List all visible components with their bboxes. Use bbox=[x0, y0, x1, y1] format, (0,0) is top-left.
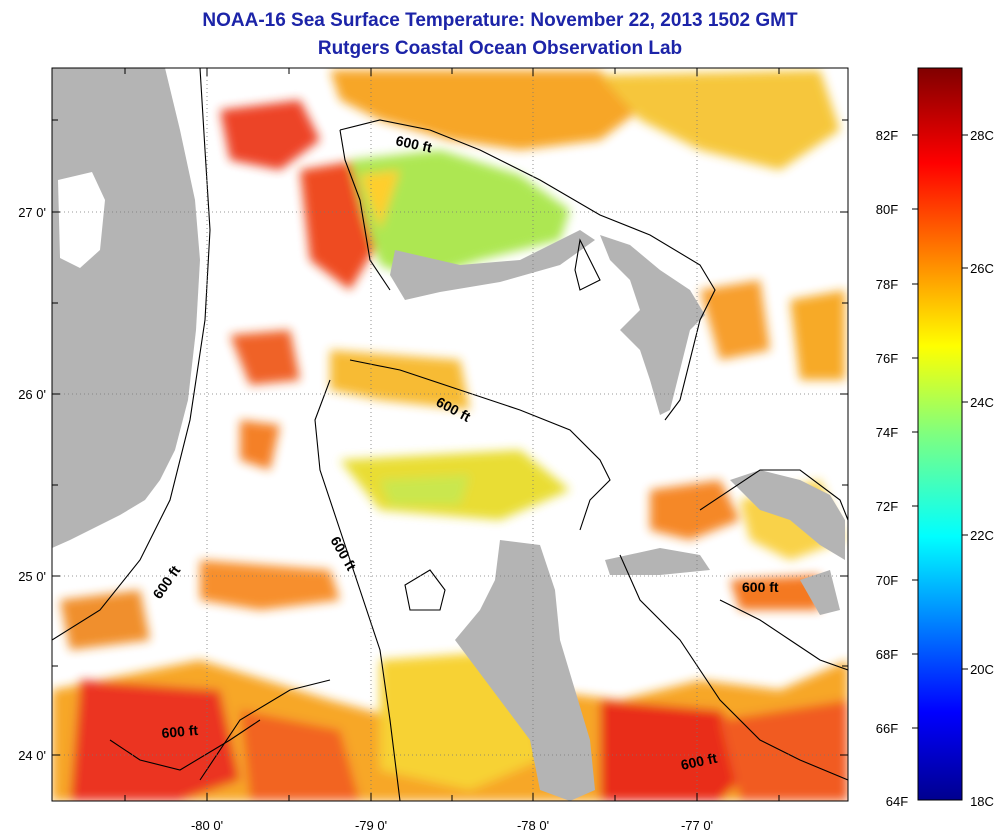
contour-label: 600 ft bbox=[679, 750, 718, 773]
graticule bbox=[52, 68, 848, 801]
colorbar-f-label: 76F bbox=[876, 351, 898, 366]
lat-tick-label: 26 0' bbox=[18, 387, 46, 402]
lon-tick-label: -80 0' bbox=[191, 818, 223, 833]
contour-label: 600 ft bbox=[161, 722, 199, 741]
colorbar-c-label: 26C bbox=[970, 261, 994, 276]
lon-tick-label: -78 0' bbox=[517, 818, 549, 833]
andros-land bbox=[455, 540, 595, 801]
colorbar-gradient bbox=[917, 67, 963, 801]
colorbar-c-label: 24C bbox=[970, 395, 994, 410]
colorbar-c-label: 22C bbox=[970, 528, 994, 543]
colorbar-c-label: 28C bbox=[970, 128, 994, 143]
colorbar-c-label: 20C bbox=[970, 662, 994, 677]
sst-data-layer bbox=[52, 70, 848, 801]
lat-tick-label: 24 0' bbox=[18, 748, 46, 763]
abaco-land bbox=[600, 235, 705, 415]
map-subtitle: Rutgers Coastal Ocean Observation Lab bbox=[317, 38, 683, 59]
lon-tick-label: -79 0' bbox=[355, 818, 387, 833]
lat-tick-label: 27 0' bbox=[18, 205, 46, 220]
map-title: NOAA-16 Sea Surface Temperature: Novembe… bbox=[202, 10, 798, 31]
cat-island-land bbox=[800, 570, 840, 615]
land-layer bbox=[52, 68, 845, 801]
colorbar-f-label: 72F bbox=[876, 499, 898, 514]
colorbar-f-label: 80F bbox=[876, 202, 898, 217]
colorbar-f-label: 82F bbox=[876, 128, 898, 143]
new-providence-land bbox=[605, 548, 710, 575]
map-frame bbox=[51, 67, 849, 802]
tick-marks bbox=[52, 68, 848, 801]
colorbar-f-label: 68F bbox=[876, 647, 898, 662]
colorbar: 82F 80F 78F 76F 74F 72F 70F 68F 66F 64F … bbox=[876, 67, 994, 809]
lon-tick-label: -77 0' bbox=[681, 818, 713, 833]
contour-label: 600 ft bbox=[394, 132, 433, 155]
colorbar-f-label: 66F bbox=[876, 721, 898, 736]
colorbar-c-label: 18C bbox=[970, 794, 994, 809]
eleuthera-land bbox=[730, 470, 845, 560]
grand-bahama-land bbox=[390, 230, 595, 300]
colorbar-f-label: 70F bbox=[876, 573, 898, 588]
colorbar-f-label: 64F bbox=[886, 794, 908, 809]
colorbar-f-label: 74F bbox=[876, 425, 898, 440]
lat-tick-label: 25 0' bbox=[18, 569, 46, 584]
contour-label: 600 ft bbox=[742, 579, 779, 595]
colorbar-f-label: 78F bbox=[876, 277, 898, 292]
